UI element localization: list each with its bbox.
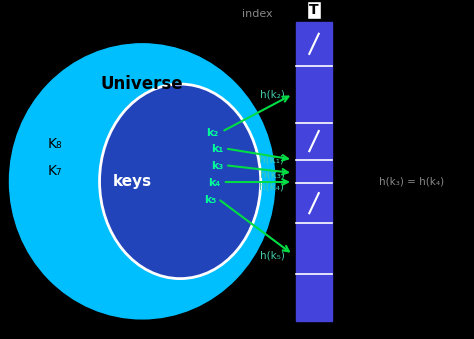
Text: k₅: k₅ [204, 195, 216, 205]
Text: K₈: K₈ [47, 137, 62, 152]
Text: h(k₁): h(k₁) [259, 155, 284, 164]
Text: k₃: k₃ [211, 161, 223, 171]
Bar [296, 22, 332, 321]
Text: keys: keys [113, 174, 152, 189]
Text: h(k₄): h(k₄) [259, 181, 284, 192]
Text: h(k₅): h(k₅) [260, 250, 284, 260]
Text: h(k₂): h(k₂) [260, 89, 284, 99]
Text: h(k₃): h(k₃) [260, 170, 284, 180]
Text: k₄: k₄ [209, 178, 221, 188]
Text: k₁: k₁ [211, 144, 223, 155]
Text: h(k₃) = h(k₄): h(k₃) = h(k₄) [379, 176, 444, 186]
Text: T: T [309, 3, 319, 17]
Text: K₇: K₇ [47, 164, 62, 178]
Text: Universe: Universe [101, 75, 183, 93]
Text: k₂: k₂ [206, 128, 219, 138]
Text: index: index [242, 8, 273, 19]
Ellipse shape [9, 44, 275, 319]
Ellipse shape [100, 84, 261, 279]
